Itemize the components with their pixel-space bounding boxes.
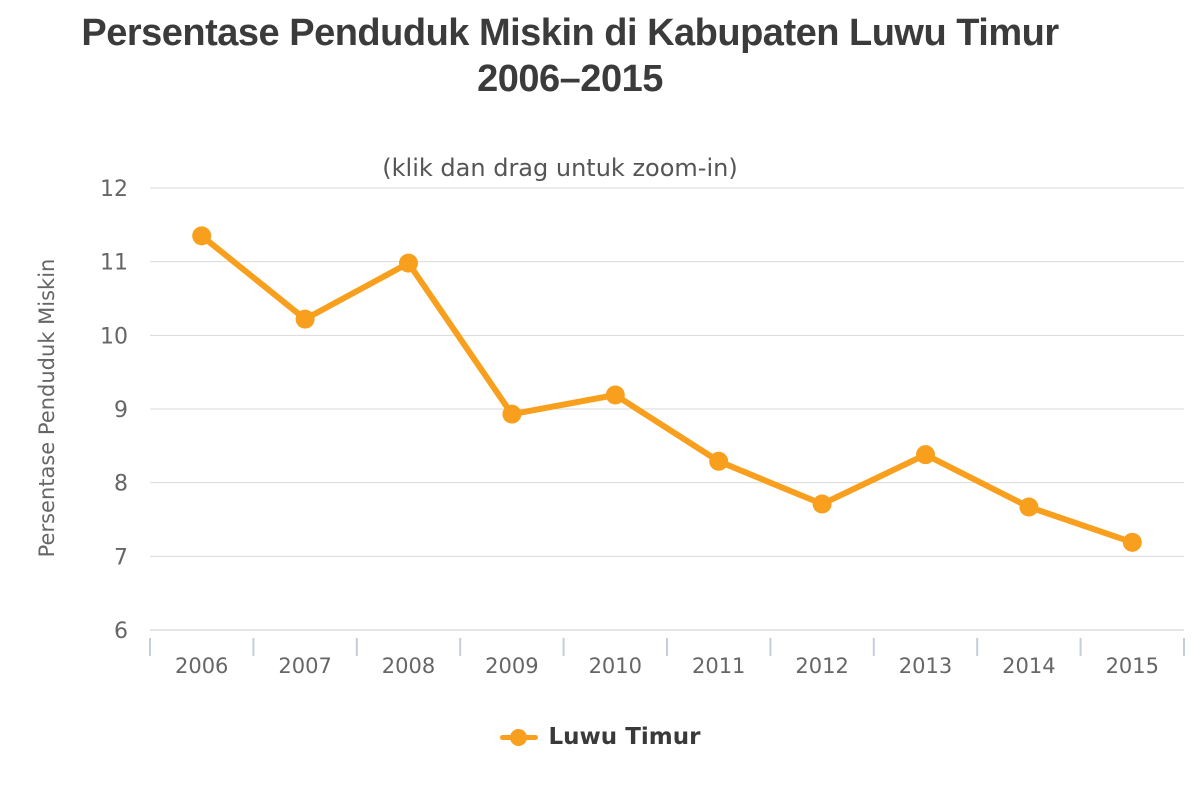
data-point-2014[interactable]: [1019, 497, 1039, 517]
y-axis-tick-label: 7: [114, 545, 128, 570]
x-axis-tick-label-2010: 2010: [589, 654, 642, 678]
chart-title-line2: 2006–2015: [477, 58, 663, 101]
x-axis-tick-label-2014: 2014: [1002, 654, 1055, 678]
x-axis-tick-label-2012: 2012: [795, 654, 848, 678]
data-point-2007[interactable]: [295, 309, 315, 329]
chart-title: Persentase Penduduk Miskin di Kabupaten …: [0, 10, 1140, 103]
y-axis-tick-label: 10: [100, 324, 128, 349]
x-axis-tick-label-2015: 2015: [1106, 654, 1159, 678]
y-axis-tick-label: 11: [100, 251, 128, 276]
x-axis-tick-label-2007: 2007: [278, 654, 331, 678]
data-point-2011[interactable]: [709, 451, 729, 471]
data-point-2010[interactable]: [605, 385, 625, 405]
data-point-2015[interactable]: [1122, 532, 1142, 552]
legend-label: Luwu Timur: [548, 724, 701, 750]
x-axis-tick-label-2009: 2009: [485, 654, 538, 678]
y-axis-tick-label: 6: [114, 619, 128, 644]
legend-dot-icon: [510, 728, 528, 746]
data-point-2006[interactable]: [192, 226, 212, 246]
x-axis-tick-label-2011: 2011: [692, 654, 745, 678]
x-axis-tick-label-2006: 2006: [175, 654, 228, 678]
chart-title-line1: Persentase Penduduk Miskin di Kabupaten …: [81, 12, 1059, 54]
data-point-2012[interactable]: [812, 494, 832, 514]
y-axis-tick-label: 8: [114, 472, 128, 497]
y-axis-tick-label: 12: [100, 177, 128, 202]
data-point-2008[interactable]: [399, 253, 418, 273]
chart-legend: Luwu Timur: [0, 724, 1200, 750]
legend-line-marker-icon: [499, 728, 538, 747]
chart-subtitle: (klik dan drag untuk zoom-in): [382, 154, 738, 182]
data-point-2009[interactable]: [502, 404, 522, 424]
data-point-2013[interactable]: [916, 445, 935, 465]
y-axis-tick-label: 9: [114, 398, 128, 423]
x-axis-tick-label-2013: 2013: [899, 654, 952, 678]
x-axis-tick-label-2008: 2008: [382, 654, 435, 678]
series-line: [198, 232, 1136, 546]
legend-item-luwu-timur[interactable]: Luwu Timur: [499, 724, 701, 750]
line-chart-plot[interactable]: 6 7 8 9 10 11 12 2006 2007 2008 2009 2010 2011 2012 20…: [0, 130, 1200, 710]
